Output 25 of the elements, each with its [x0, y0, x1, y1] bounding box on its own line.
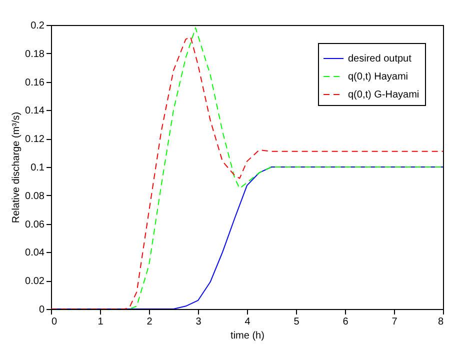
y-tick-label: 0.08: [25, 190, 45, 202]
x-axis-title: time (h): [230, 330, 264, 342]
x-tick-label: 8: [438, 316, 444, 328]
y-tick-label: 0.12: [25, 134, 45, 146]
x-tick-label: 1: [98, 316, 104, 328]
y-tick-label: 0: [38, 304, 45, 316]
y-tick-label: 0.14: [25, 106, 45, 117]
y-axis-title: Relative discharge (m³/s): [11, 112, 22, 224]
x-tick-label: 0: [52, 316, 58, 328]
legend-label: q(0,t) G-Hayami: [348, 90, 420, 100]
x-tick-label: 2: [146, 316, 153, 328]
y-tick-label: 0.2: [30, 20, 45, 32]
legend-label: desired output: [348, 54, 412, 64]
x-tick-label: 4: [244, 316, 251, 328]
y-tick-label: 0.04: [25, 248, 45, 259]
y-tick-label: 0.18: [25, 48, 45, 60]
legend-label: q(0,t) Hayami: [348, 72, 408, 82]
y-tick-label: 0.16: [25, 77, 45, 88]
y-tick-label: 0.06: [25, 219, 45, 230]
x-tick-label: 3: [196, 316, 202, 328]
x-tick-label: 7: [392, 316, 398, 328]
x-tick-label: 5: [294, 316, 300, 328]
y-tick-label: 0.02: [25, 276, 45, 288]
y-tick-label: 0.1: [30, 162, 45, 174]
x-tick-label: 6: [342, 316, 349, 328]
